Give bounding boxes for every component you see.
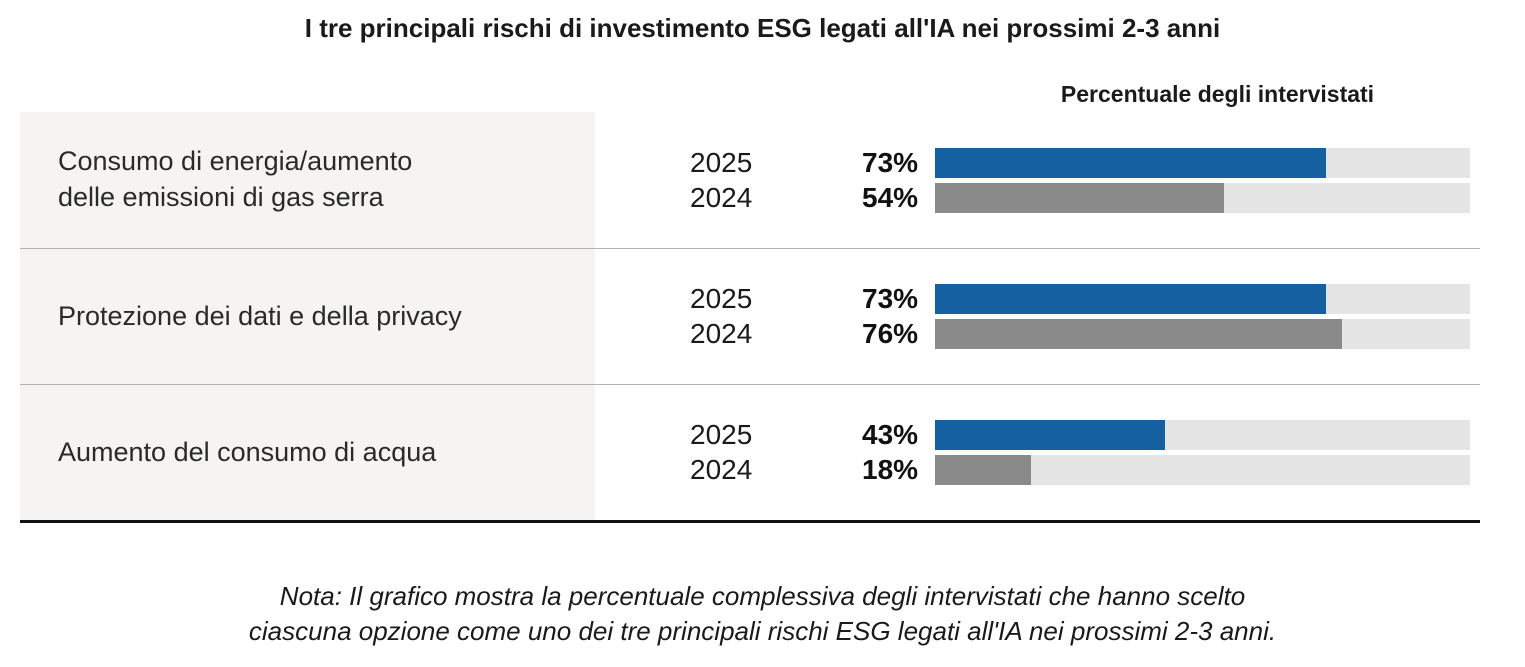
bar-line-2024: 2024 54% bbox=[595, 181, 1480, 213]
bar-track bbox=[935, 455, 1470, 485]
bar-track bbox=[935, 284, 1470, 314]
year-label: 2024 bbox=[690, 181, 753, 213]
bar-fill bbox=[935, 182, 1224, 213]
year-label: 2025 bbox=[690, 283, 753, 314]
year-label: 2025 bbox=[690, 419, 753, 450]
category-panel-background bbox=[20, 112, 595, 520]
category-label: Protezione dei dati e della privacy bbox=[58, 300, 462, 331]
year-label: 2024 bbox=[690, 318, 753, 349]
value-label: 18% bbox=[862, 454, 919, 485]
footnote: Nota: Il grafico mostra la percentuale c… bbox=[0, 579, 1525, 649]
chart-title: I tre principali rischi di investimento … bbox=[304, 13, 1221, 43]
value-label: 54% bbox=[862, 181, 919, 213]
chart-row-water: Aumento del consumo di acqua 2025 43% 20… bbox=[20, 384, 1480, 520]
bar-line-2025: 2025 43% bbox=[595, 419, 1480, 450]
footnote-line-2: ciascuna opzione come uno dei tre princi… bbox=[248, 616, 1277, 647]
bar-line-2025: 2025 73% bbox=[595, 283, 1480, 314]
value-label: 43% bbox=[862, 419, 919, 450]
category-label: Aumento del consumo di acqua bbox=[58, 436, 437, 467]
chart-figure: I tre principali rischi di investimento … bbox=[0, 13, 1525, 667]
year-label: 2024 bbox=[690, 454, 753, 485]
bar-line-2024: 2024 18% bbox=[595, 454, 1480, 485]
chart-row-energy: Consumo di energia/aumento delle emissio… bbox=[20, 112, 1480, 248]
bars-column-header: Percentuale degli intervistati bbox=[1060, 81, 1375, 107]
bar-fill bbox=[935, 420, 1166, 450]
chart-body: Consumo di energia/aumento delle emissio… bbox=[20, 112, 1480, 523]
value-label: 76% bbox=[862, 318, 919, 349]
bar-group: 2025 43% 2024 18% bbox=[595, 415, 1480, 490]
bar-group: 2025 73% 2024 76% bbox=[595, 279, 1480, 354]
bar-fill bbox=[935, 455, 1032, 485]
footnote-line-1: Nota: Il grafico mostra la percentuale c… bbox=[279, 581, 1246, 611]
column-header-row: Percentuale degli intervistati bbox=[0, 44, 1525, 112]
value-label: 73% bbox=[862, 283, 919, 314]
bar-track bbox=[935, 420, 1470, 450]
chart-row-privacy: Protezione dei dati e della privacy 2025… bbox=[20, 248, 1480, 384]
category-label: Consumo di energia/aumento delle emissio… bbox=[58, 146, 413, 212]
bar-track bbox=[935, 147, 1470, 178]
bar-track bbox=[935, 319, 1470, 349]
bar-track bbox=[935, 182, 1470, 213]
year-label: 2025 bbox=[690, 146, 753, 178]
bar-line-2024: 2024 76% bbox=[595, 318, 1480, 349]
bar-line-2025: 2025 73% bbox=[595, 146, 1480, 178]
bar-fill bbox=[935, 147, 1326, 178]
value-label: 73% bbox=[862, 146, 919, 178]
bar-fill bbox=[935, 284, 1326, 314]
bar-fill bbox=[935, 319, 1342, 349]
bar-group: 2025 73% 2024 54% bbox=[595, 143, 1480, 218]
